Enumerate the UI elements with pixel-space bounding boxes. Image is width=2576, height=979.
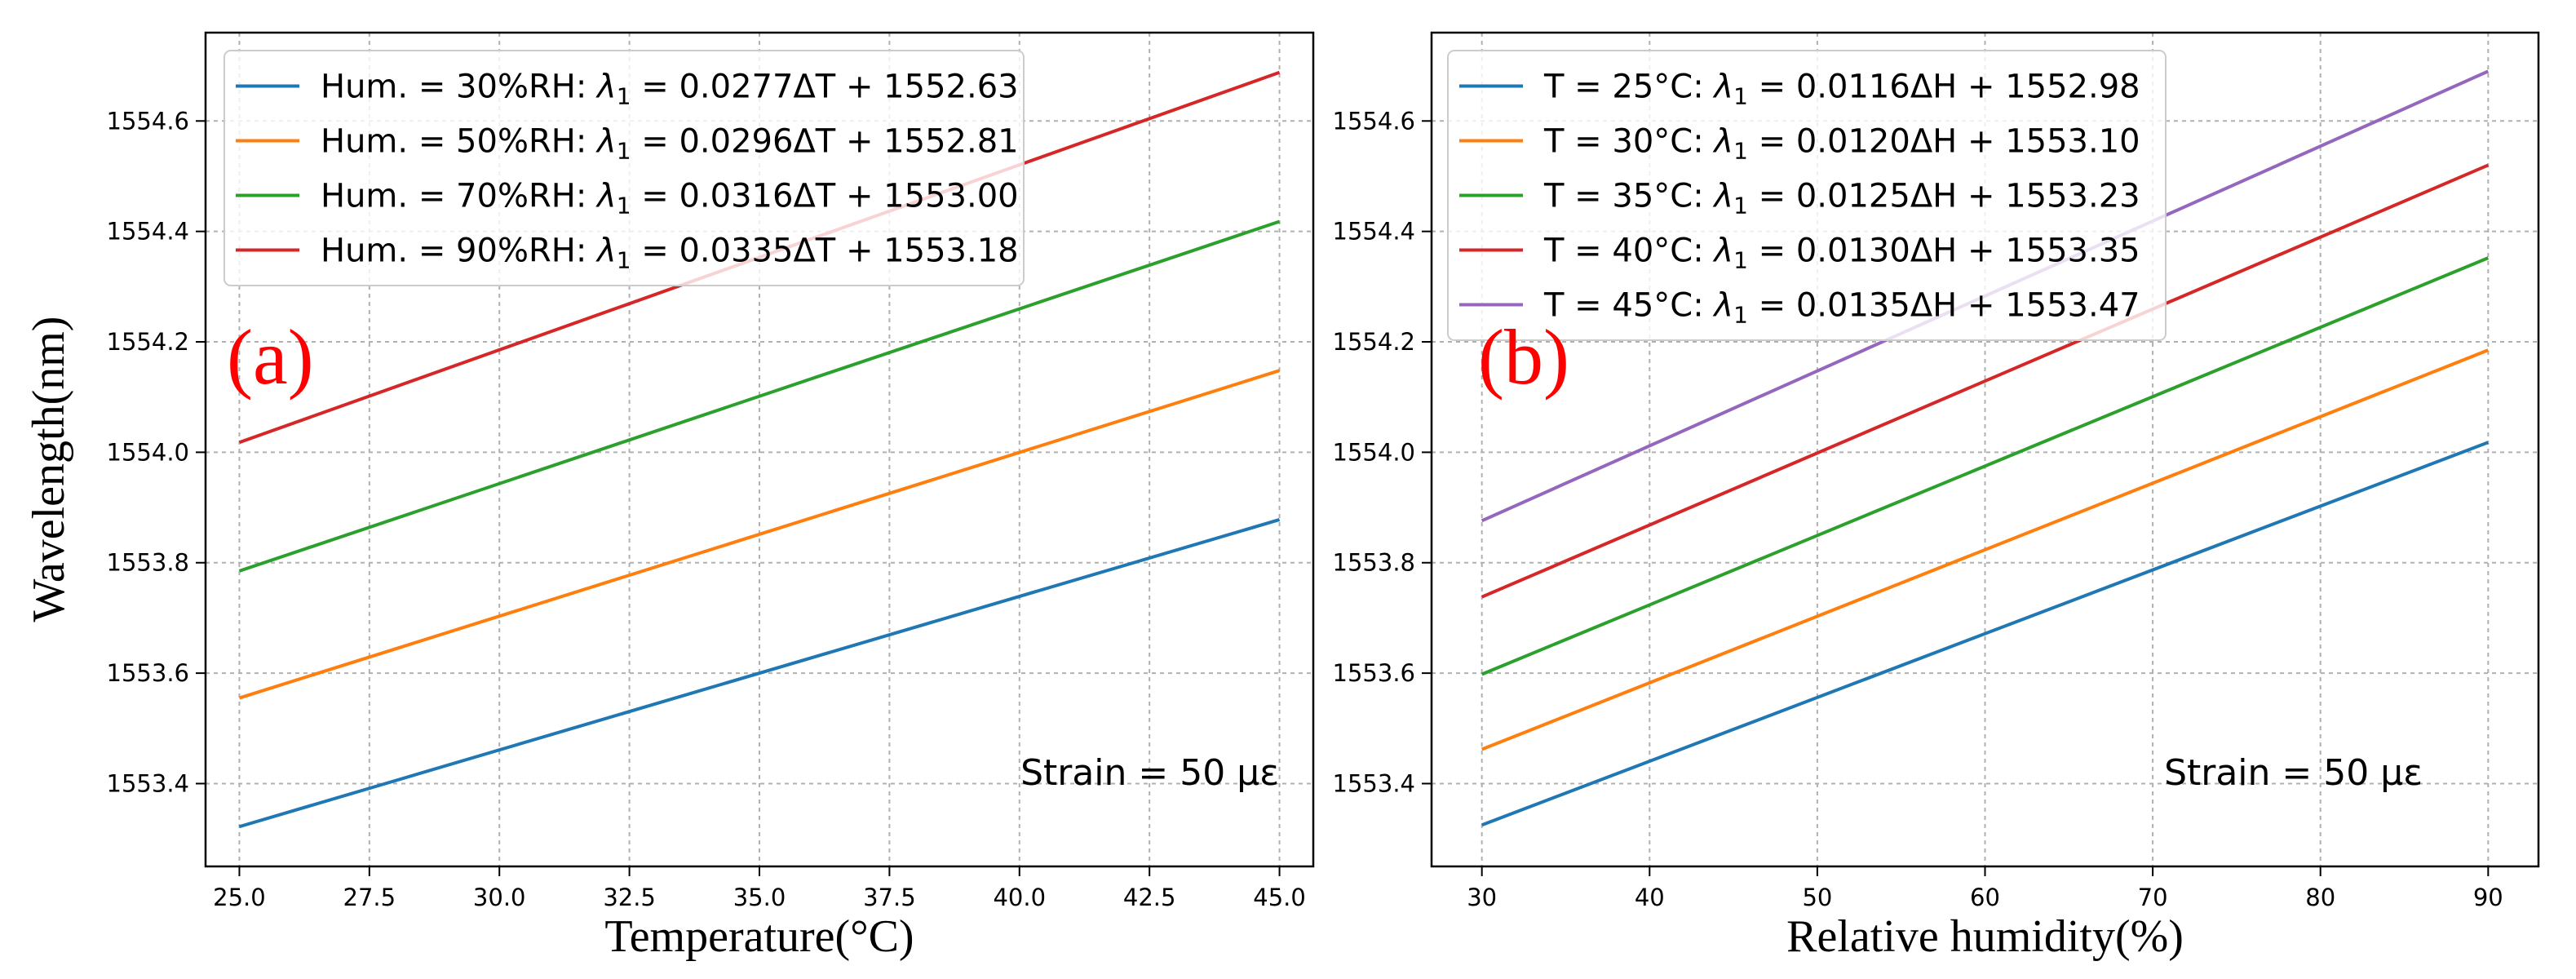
legend-subscript: 1 (617, 138, 631, 165)
panel-a: 25.0 27.5 30.0 32.5 35.0 37.5 40.0 42.5 45.0 1553… (107, 31, 1315, 962)
strain-annotation: Strain = 50 με (1020, 752, 1279, 794)
legend-equation: = 0.0116ΔH + 1552.98 (1748, 69, 2140, 106)
legend-equation: = 0.0277ΔT + 1552.63 (631, 69, 1019, 106)
y-tick-label: 1553.4 (107, 769, 189, 797)
legend-entry: Hum. = 50%RH: λ1 = 0.0296ΔT + 1552.81 (321, 123, 1019, 165)
legend-lambda: λ (1712, 287, 1733, 325)
y-tick-label: 1554.4 (107, 218, 189, 246)
x-tick-label: 27.5 (343, 884, 396, 911)
x-tick-label: 32.5 (603, 884, 656, 911)
series-line (1481, 256, 2490, 676)
x-tick-label: 90 (2473, 884, 2503, 911)
y-tick-label: 1553.8 (1333, 549, 1415, 577)
legend-prefix: T = 25°C: (1543, 69, 1714, 106)
legend-lambda: λ (595, 233, 617, 270)
legend: Hum. = 30%RH: λ1 = 0.0277ΔT + 1552.63Hum… (224, 50, 1025, 286)
y-tick-label: 1554.2 (1333, 328, 1415, 356)
legend-subscript: 1 (1733, 247, 1748, 274)
legend-subscript: 1 (617, 193, 631, 219)
legend-prefix: T = 45°C: (1543, 287, 1714, 325)
legend-lambda: λ (1712, 178, 1733, 215)
panel-label: (b) (1478, 313, 1569, 401)
legend-equation: = 0.0130ΔH + 1553.35 (1748, 233, 2140, 270)
x-tick-label: 45.0 (1253, 884, 1306, 911)
figure-ylabel: Wavelength(nm) (24, 317, 74, 622)
legend-entry: Hum. = 70%RH: λ1 = 0.0316ΔT + 1553.00 (321, 178, 1019, 219)
legend-prefix: Hum. = 50%RH: (321, 123, 597, 161)
y-tick-label: 1554.6 (1333, 107, 1415, 135)
legend-lambda: λ (1712, 123, 1733, 161)
y-tick-label: 1554.4 (1333, 218, 1415, 246)
legend-frame (224, 50, 1025, 286)
legend-lambda: λ (1712, 69, 1733, 106)
x-tick-label: 30.0 (473, 884, 526, 911)
y-tick-label: 1554.0 (107, 438, 189, 466)
legend-subscript: 1 (1733, 302, 1748, 329)
legend-entry: Hum. = 30%RH: λ1 = 0.0277ΔT + 1552.63 (321, 69, 1019, 110)
y-tick-label: 1553.4 (1333, 769, 1415, 797)
legend-equation: = 0.0135ΔH + 1553.47 (1748, 287, 2140, 325)
legend-entry: T = 40°C: λ1 = 0.0130ΔH + 1553.35 (1543, 233, 2140, 274)
x-tick-label: 30 (1467, 884, 1497, 911)
legend-equation: = 0.0335ΔT + 1553.18 (631, 233, 1019, 270)
legend-subscript: 1 (1733, 138, 1748, 165)
y-tick-label: 1554.6 (107, 107, 189, 135)
legend-equation: = 0.0296ΔT + 1552.81 (631, 123, 1019, 161)
strain-annotation: Strain = 50 με (2164, 752, 2423, 794)
x-tick-label: 40.0 (993, 884, 1046, 911)
series-line (1481, 348, 2490, 751)
legend-lambda: λ (595, 69, 617, 106)
panel-b: 30 40 50 60 70 80 90 1553.4 1553.6 1553.8 1554.0 15… (1333, 31, 2540, 962)
legend-subscript: 1 (1733, 193, 1748, 219)
legend-lambda: λ (1712, 233, 1733, 270)
series-line (1481, 441, 2490, 827)
x-axis-label: Temperature(°C) (604, 911, 914, 962)
legend-prefix: T = 35°C: (1543, 178, 1714, 215)
legend-equation: = 0.0120ΔH + 1553.10 (1748, 123, 2140, 161)
legend-prefix: T = 40°C: (1543, 233, 1714, 270)
series-line (1481, 163, 2490, 599)
x-tick-label: 50 (1802, 884, 1832, 911)
legend-subscript: 1 (617, 83, 631, 110)
series-line (238, 219, 1281, 573)
y-tick-label: 1554.0 (1333, 438, 1415, 466)
x-tick-label: 35.0 (733, 884, 786, 911)
legend-prefix: Hum. = 30%RH: (321, 69, 597, 106)
legend-entry: T = 30°C: λ1 = 0.0120ΔH + 1553.10 (1543, 123, 2140, 165)
legend-entry: T = 35°C: λ1 = 0.0125ΔH + 1553.23 (1543, 178, 2140, 219)
legend-lambda: λ (595, 178, 617, 215)
legend-frame (1447, 50, 2167, 341)
panel-label: (a) (227, 313, 314, 401)
legend-prefix: T = 30°C: (1543, 123, 1714, 161)
x-tick-label: 40 (1635, 884, 1665, 911)
legend-equation: = 0.0125ΔH + 1553.23 (1748, 178, 2140, 215)
x-tick-label: 37.5 (863, 884, 916, 911)
legend-lambda: λ (595, 123, 617, 161)
y-tick-label: 1553.6 (107, 659, 189, 687)
legend-entry: T = 45°C: λ1 = 0.0135ΔH + 1553.47 (1543, 287, 2140, 329)
legend-subscript: 1 (1733, 83, 1748, 110)
legend-prefix: Hum. = 70%RH: (321, 178, 597, 215)
legend-entry: Hum. = 90%RH: λ1 = 0.0335ΔT + 1553.18 (321, 233, 1019, 274)
x-tick-label: 80 (2305, 884, 2335, 911)
y-tick-label: 1554.2 (107, 328, 189, 356)
x-tick-label: 60 (1970, 884, 2000, 911)
legend-entry: T = 25°C: λ1 = 0.0116ΔH + 1552.98 (1543, 69, 2140, 110)
y-tick-label: 1553.6 (1333, 659, 1415, 687)
series-line (238, 518, 1281, 829)
x-tick-label: 42.5 (1123, 884, 1176, 911)
legend-subscript: 1 (617, 247, 631, 274)
x-axis-label: Relative humidity(%) (1786, 911, 2184, 962)
series-line (238, 369, 1281, 700)
legend-equation: = 0.0316ΔT + 1553.00 (631, 178, 1019, 215)
y-tick-label: 1553.8 (107, 549, 189, 577)
legend-prefix: Hum. = 90%RH: (321, 233, 597, 270)
legend: T = 25°C: λ1 = 0.0116ΔH + 1552.98T = 30°… (1447, 50, 2167, 341)
x-tick-label: 25.0 (213, 884, 266, 911)
x-tick-label: 70 (2138, 884, 2168, 911)
